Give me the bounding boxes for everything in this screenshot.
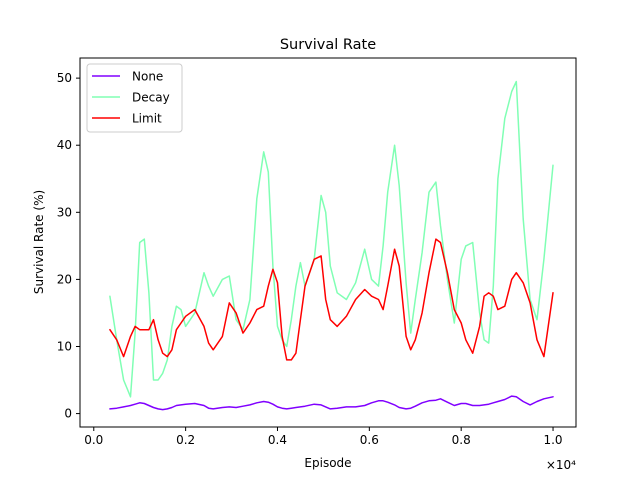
legend-items: None Decay Limit xyxy=(92,70,170,126)
y-axis-label: Survival Rate (%) xyxy=(32,190,46,294)
y-tick-label: 10 xyxy=(57,339,72,353)
legend: None Decay Limit xyxy=(86,63,183,133)
plot-frame xyxy=(79,57,577,428)
legend-box xyxy=(86,63,183,133)
x-axis-offset-text: ×10⁴ xyxy=(546,458,576,472)
y-tick-label: 30 xyxy=(57,205,72,219)
x-tick-label: 0.2 xyxy=(176,433,195,447)
x-tick-label: 0.8 xyxy=(452,433,471,447)
legend-label-none: None xyxy=(132,70,163,84)
x-tick-label: 0.0 xyxy=(84,433,103,447)
plot-lines xyxy=(109,80,554,411)
y-tick-label: 50 xyxy=(57,71,72,85)
y-axis-ticks: 0 10 20 30 40 50 xyxy=(57,71,80,421)
x-axis-ticks: 0.0 0.2 0.4 0.6 0.8 1.0 xyxy=(84,427,563,447)
series-line-none xyxy=(109,395,554,411)
legend-label-limit: Limit xyxy=(132,112,162,126)
y-tick-label: 20 xyxy=(57,272,72,286)
series-line-decay xyxy=(109,80,554,398)
x-tick-label: 1.0 xyxy=(543,433,562,447)
legend-label-decay: Decay xyxy=(132,91,170,105)
y-tick-label: 0 xyxy=(64,407,72,421)
y-tick-label: 40 xyxy=(57,138,72,152)
series-line-limit xyxy=(109,238,554,361)
x-tick-label: 0.4 xyxy=(268,433,287,447)
chart-title: Survival Rate xyxy=(280,37,376,53)
x-axis-label: Episode xyxy=(304,456,351,470)
x-tick-label: 0.6 xyxy=(360,433,379,447)
